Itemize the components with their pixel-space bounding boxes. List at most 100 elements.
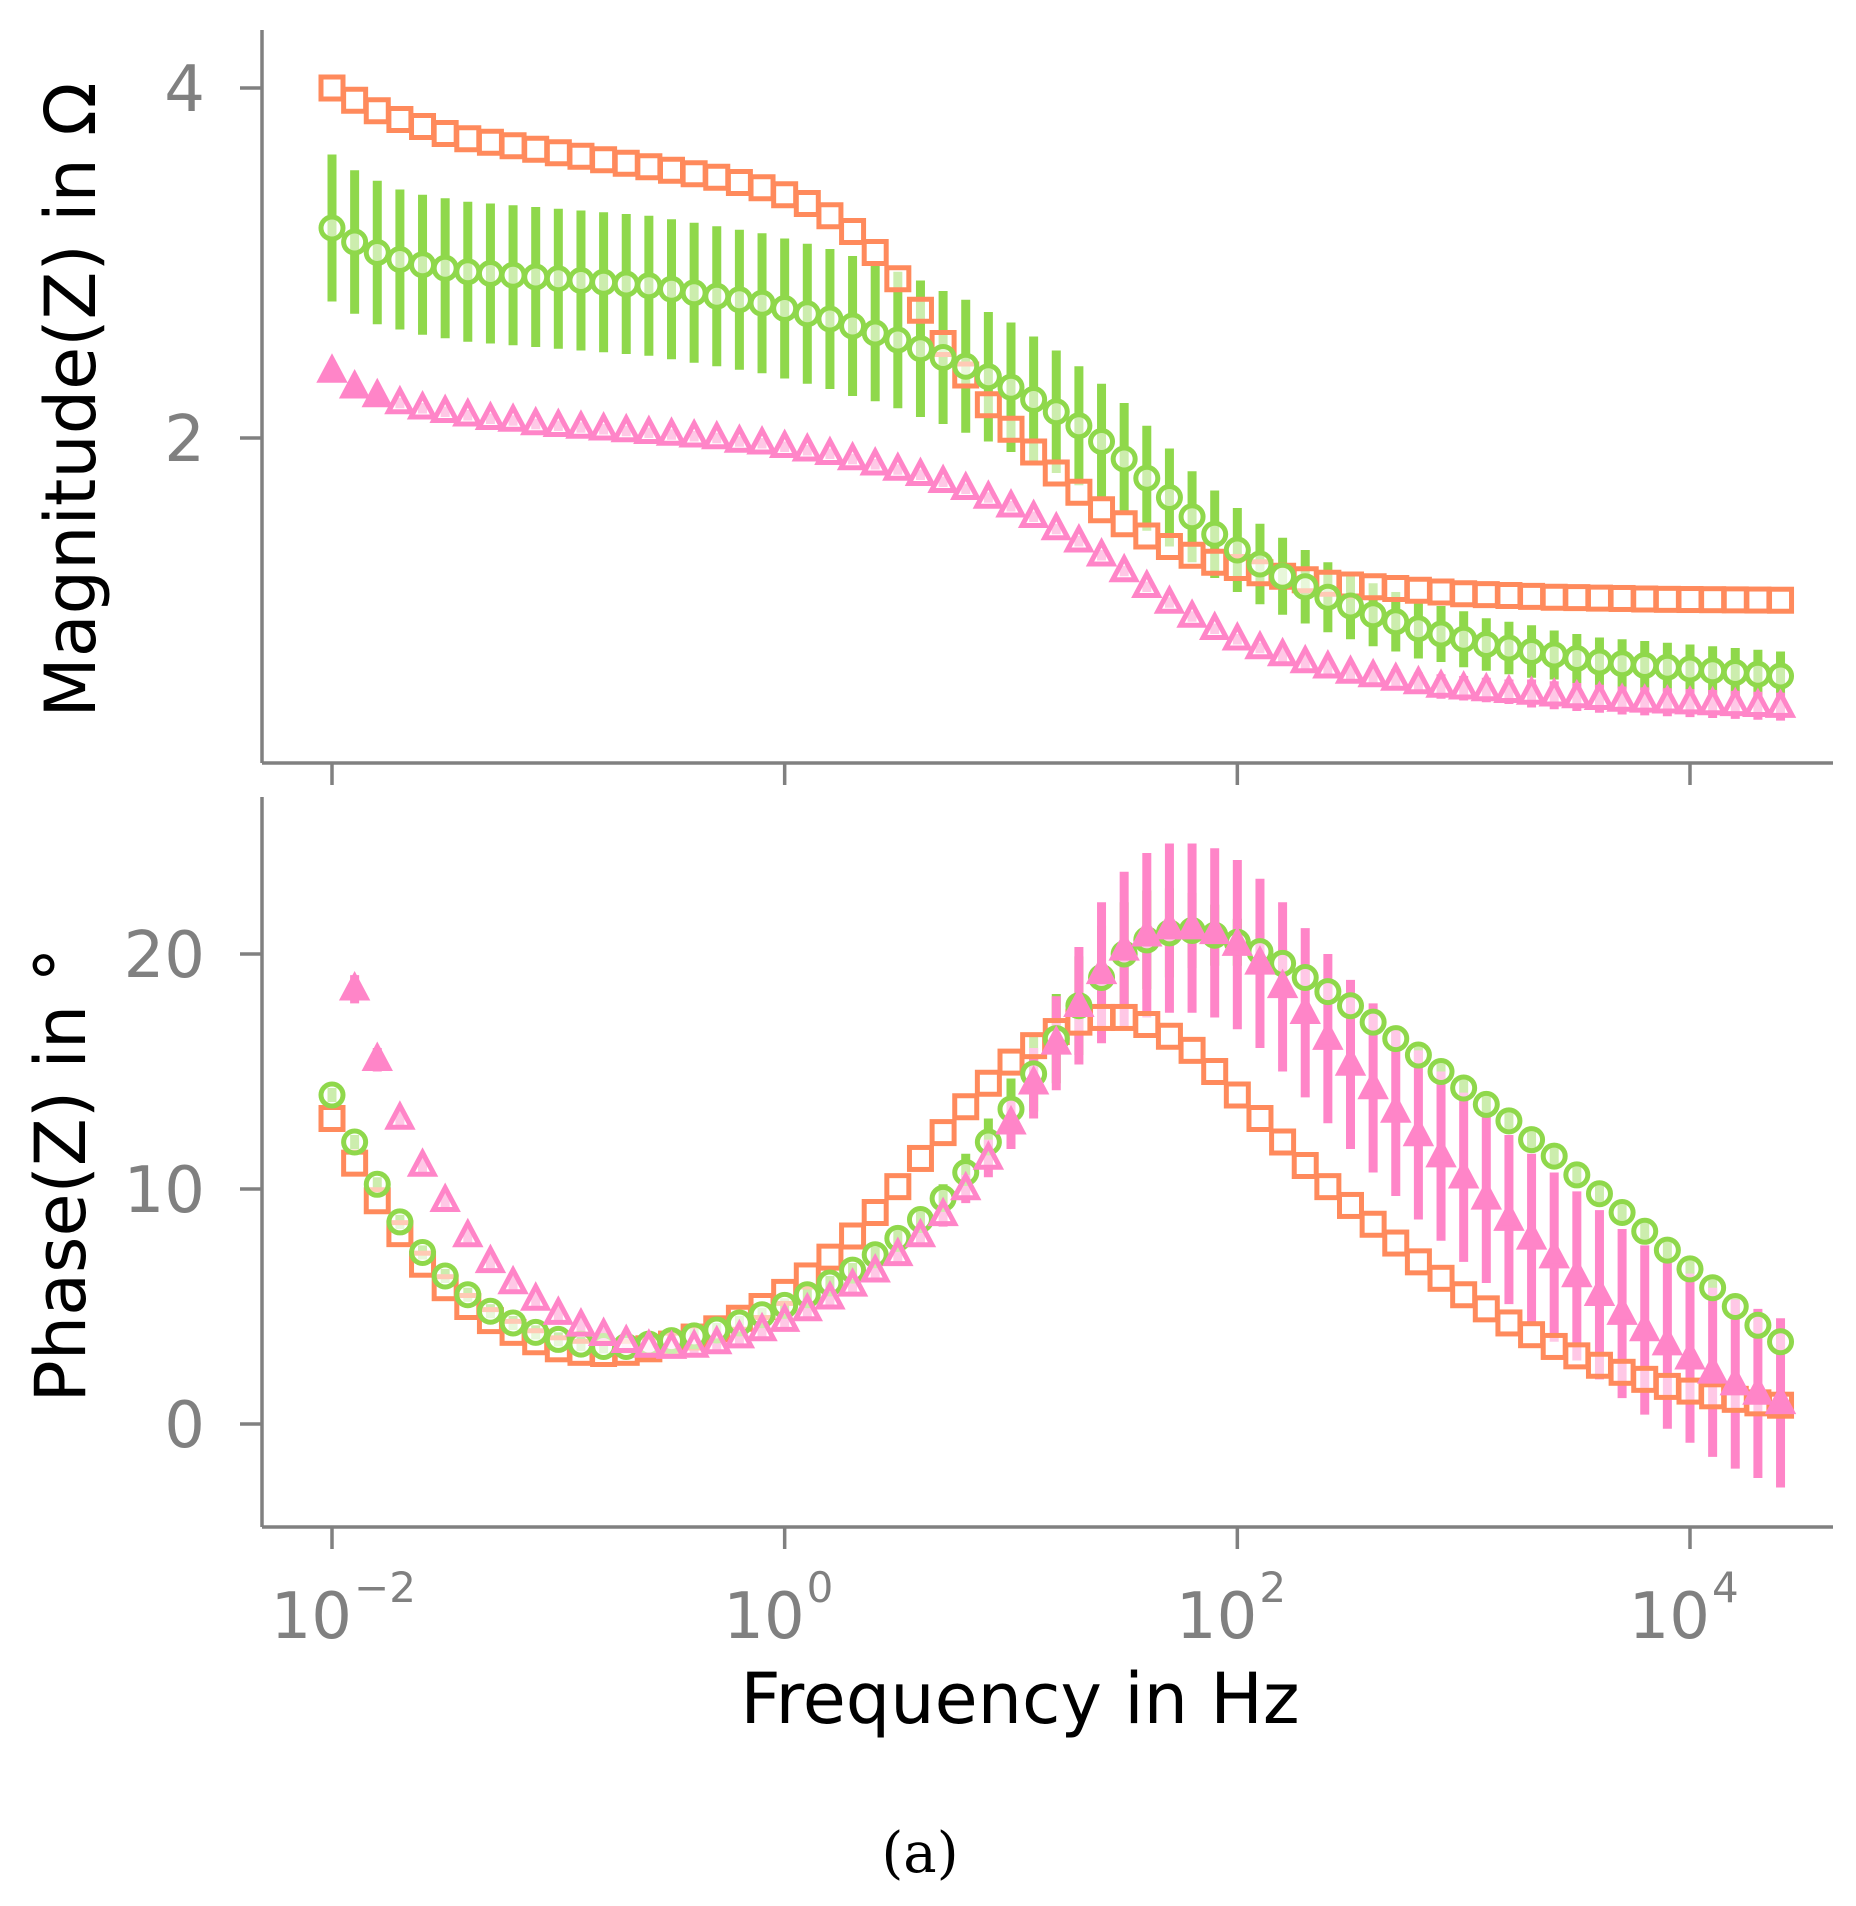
- green-circles-point: [454, 258, 482, 286]
- green-circles-point: [341, 228, 369, 256]
- green-circles-point: [1359, 1008, 1387, 1036]
- pink-triangles-point: [1629, 683, 1661, 713]
- green-circles-point: [1404, 1041, 1432, 1069]
- orange-squares-point: [1110, 510, 1138, 538]
- pink-triangles-point: [497, 1264, 529, 1295]
- orange-squares-point: [1676, 586, 1704, 614]
- pink-triangles-point: [1696, 685, 1729, 716]
- green-circles-point: [1540, 1142, 1568, 1170]
- orange-squares-point: [1472, 1295, 1500, 1323]
- pink-triangles-point: [1040, 1025, 1072, 1055]
- pink-triangles-point: [746, 1311, 778, 1342]
- orange-squares-point: [499, 132, 527, 160]
- green-circles-point: [1676, 1255, 1704, 1283]
- orange-squares-point: [1540, 583, 1568, 611]
- green-circles-point: [1563, 1161, 1591, 1189]
- orange-squares-point: [703, 163, 731, 191]
- green-circles-point: [1201, 520, 1229, 548]
- orange-squares-point: [906, 296, 934, 324]
- pink-triangles-point: [1334, 1046, 1367, 1076]
- pink-triangles-point: [836, 440, 869, 471]
- pink-triangles-point: [406, 1147, 439, 1177]
- orange-squares-point: [1518, 582, 1546, 610]
- green-circles-point: [1721, 659, 1749, 686]
- pink-triangles-point: [1221, 620, 1254, 651]
- pink-triangles-point: [1357, 1069, 1389, 1100]
- magnitude-error-bars: [327, 154, 1786, 721]
- green-circles-point: [1495, 1107, 1523, 1135]
- orange-squares-point: [1314, 1173, 1342, 1201]
- green-circles-point: [318, 214, 346, 242]
- orange-squares-point: [1427, 1264, 1455, 1292]
- pink-triangles-point: [1470, 671, 1503, 702]
- pink-triangles-point: [1515, 1220, 1548, 1250]
- phase-markers: [318, 909, 1797, 1419]
- pink-triangles-point: [1244, 945, 1276, 975]
- phase-x-ticks: 10 −2 10 0 10 2 10 4: [271, 1527, 1739, 1654]
- pink-triangles-point: [338, 970, 371, 1001]
- pink-triangles-point: [1063, 522, 1095, 553]
- pink-triangles-point: [701, 419, 733, 450]
- pink-triangles-point: [610, 1323, 642, 1354]
- orange-squares-point: [884, 265, 912, 293]
- pink-triangles-point: [1085, 536, 1118, 567]
- orange-squares-point: [1110, 1003, 1138, 1031]
- green-circles-point: [409, 1238, 437, 1266]
- green-circles-point: [635, 272, 663, 300]
- orange-squares-point: [1359, 573, 1387, 601]
- green-circles-point: [612, 270, 640, 298]
- pink-triangles-point: [1561, 678, 1593, 709]
- pink-triangles-point: [429, 1182, 461, 1213]
- orange-squares-point: [929, 1119, 957, 1147]
- orange-squares-point: [997, 1048, 1025, 1076]
- green-circles-point: [386, 246, 414, 273]
- pink-triangles-point: [633, 414, 665, 445]
- pink-triangles-point: [1493, 673, 1525, 704]
- orange-squares-point: [1155, 533, 1183, 560]
- pink-triangles-point: [1017, 498, 1050, 529]
- orange-squares-point: [1585, 1351, 1613, 1379]
- pink-triangles-point: [1764, 1384, 1797, 1415]
- orange-squares-point: [1404, 576, 1432, 604]
- pink-triangles-point: [587, 1316, 620, 1346]
- green-circles-point: [1472, 1090, 1500, 1118]
- orange-squares-point: [1337, 1191, 1364, 1219]
- pink-triangles-point: [972, 479, 1005, 509]
- green-circles-point: [567, 267, 595, 294]
- green-circles-point: [1065, 412, 1093, 440]
- pink-triangles-point: [519, 1281, 552, 1311]
- green-circles-point: [363, 239, 391, 266]
- green-circles-point: [522, 1318, 550, 1346]
- pink-triangles-point: [723, 423, 756, 453]
- green-circles-point: [1585, 1180, 1613, 1208]
- orange-squares-point: [341, 86, 369, 114]
- magnitude-markers: [316, 74, 1797, 718]
- pink-triangles-point: [1696, 1354, 1729, 1384]
- orange-squares-point: [861, 1199, 889, 1226]
- green-circles-point: [680, 279, 708, 307]
- x-tick-base: 10: [1629, 1580, 1710, 1654]
- orange-squares-point: [1088, 496, 1116, 524]
- orange-squares-point: [1540, 1332, 1568, 1360]
- orange-squares-point: [1631, 1365, 1659, 1393]
- pink-triangles-point: [1266, 968, 1299, 999]
- green-circles-point: [476, 1297, 504, 1325]
- pink-triangles-point: [882, 451, 914, 481]
- orange-squares-point: [1721, 586, 1749, 614]
- pink-triangles-point: [1040, 510, 1072, 541]
- pink-triangles-point: [1561, 1257, 1593, 1288]
- pink-triangles-point: [1606, 1295, 1638, 1325]
- orange-squares-point: [1608, 1358, 1636, 1386]
- orange-squares-point: [997, 415, 1025, 443]
- pink-triangles-point: [1198, 610, 1231, 641]
- pink-triangles-point: [1312, 1020, 1344, 1050]
- green-circles-point: [1314, 978, 1342, 1006]
- pink-triangles-point: [836, 1267, 869, 1297]
- pink-triangles-point: [1538, 1238, 1570, 1269]
- green-circles-point: [1133, 464, 1161, 492]
- orange-squares-point: [1744, 586, 1772, 614]
- phase-y-ticks: 0 10 20: [124, 919, 262, 1463]
- pink-triangles-point: [1380, 1093, 1412, 1123]
- pink-triangles-point: [1470, 1180, 1503, 1210]
- orange-squares-point: [1699, 586, 1727, 614]
